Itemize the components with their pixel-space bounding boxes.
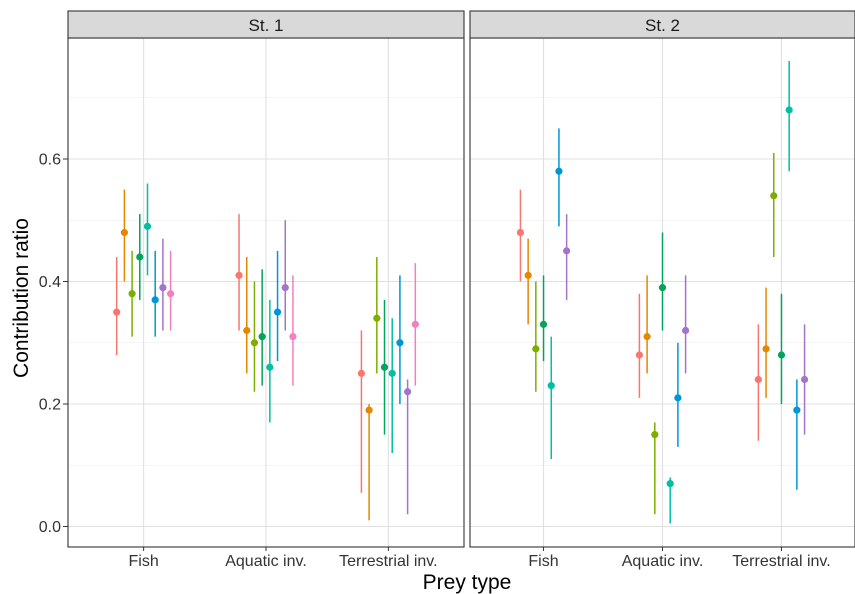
x-axis-title: Prey type	[423, 571, 512, 594]
panel-2: St. 2 Fish Aquatic inv. Terrestrial inv.	[469, 10, 855, 570]
data-point	[793, 406, 801, 414]
y-axis-title: Contribution ratio	[10, 218, 33, 378]
data-point	[635, 351, 644, 359]
data-point	[643, 333, 651, 341]
data-point	[658, 284, 667, 292]
x-tick-label: Terrestrial inv.	[732, 553, 830, 570]
data-point	[682, 326, 690, 335]
data-point	[524, 271, 532, 279]
data-point	[120, 228, 128, 237]
y-tick-label: 0.0	[39, 519, 61, 536]
data-point	[250, 339, 259, 347]
data-point	[762, 345, 770, 353]
strip-label: St. 1	[249, 16, 284, 35]
data-point	[143, 222, 152, 230]
data-point	[258, 333, 266, 341]
data-point	[547, 382, 555, 390]
x-tick-label: Aquatic inv.	[225, 553, 307, 570]
strip-label: St. 2	[645, 16, 680, 35]
data-point	[289, 333, 297, 341]
x-tick-label: Terrestrial inv.	[339, 553, 437, 570]
data-point	[411, 320, 419, 328]
data-point	[674, 394, 682, 402]
data-point	[532, 345, 540, 353]
data-point	[380, 363, 389, 371]
strip-background	[67, 10, 465, 39]
data-point	[373, 314, 381, 322]
data-point	[800, 375, 809, 384]
y-tick-label: 0.6	[39, 152, 61, 169]
data-point	[136, 253, 144, 261]
data-point	[243, 326, 251, 335]
data-point	[281, 284, 289, 292]
data-point	[128, 290, 136, 298]
data-point	[159, 284, 167, 292]
data-point	[151, 296, 159, 304]
x-tick-label: Fish	[528, 553, 558, 570]
y-tick-label: 0.2	[39, 397, 61, 414]
data-point	[357, 369, 366, 377]
strip-background	[469, 10, 855, 39]
data-point	[651, 431, 659, 439]
data-point	[266, 363, 274, 371]
data-point	[539, 320, 548, 328]
data-point	[396, 339, 404, 347]
data-point	[666, 480, 674, 488]
y-tick-label: 0.4	[39, 274, 61, 291]
x-tick-label: Fish	[129, 553, 159, 570]
data-point	[754, 375, 762, 384]
data-point	[785, 106, 793, 114]
data-point	[166, 290, 175, 298]
panel-1: St. 1 Fish Aquatic inv. Terrestrial inv.	[67, 10, 465, 570]
data-point	[770, 192, 778, 200]
data-point	[273, 308, 282, 316]
data-point	[388, 369, 396, 377]
x-tick-label: Aquatic inv.	[622, 553, 704, 570]
data-point	[777, 351, 786, 359]
data-point	[563, 247, 571, 255]
data-point	[365, 406, 373, 414]
data-point	[555, 167, 563, 175]
data-point	[516, 228, 525, 237]
data-point	[113, 308, 121, 316]
data-point	[404, 388, 412, 396]
data-point	[235, 271, 243, 279]
